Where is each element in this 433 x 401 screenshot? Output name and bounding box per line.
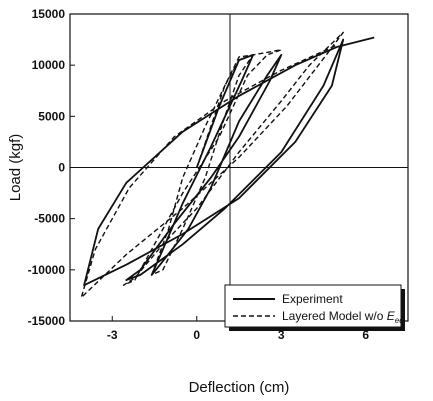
series-line-experiment bbox=[83, 36, 375, 287]
legend-label-experiment: Experiment bbox=[282, 292, 343, 306]
legend-label-model: Layered Model w/o Eeq bbox=[282, 309, 404, 325]
x-tick-label: -3 bbox=[107, 328, 118, 342]
x-tick-label: 6 bbox=[362, 328, 369, 342]
series-line-layered-model bbox=[80, 31, 344, 299]
series-layer bbox=[80, 31, 375, 299]
y-tick-label: -15000 bbox=[28, 314, 66, 328]
x-tick-label: 0 bbox=[193, 328, 200, 342]
y-tick-label: -10000 bbox=[28, 263, 66, 277]
y-tick-label: 0 bbox=[58, 161, 65, 175]
legend-box bbox=[224, 284, 402, 328]
legend: Experiment Layered Model w/o Eeq bbox=[224, 284, 405, 331]
x-axis-title: Deflection (cm) bbox=[189, 379, 290, 396]
y-tick-label: -5000 bbox=[34, 212, 65, 226]
y-axis-title: Load (kgf) bbox=[7, 134, 24, 202]
y-tick-label: 10000 bbox=[32, 58, 66, 72]
x-tick-label: 3 bbox=[278, 328, 285, 342]
y-tick-label: 15000 bbox=[32, 7, 66, 21]
y-tick-label: 5000 bbox=[38, 109, 65, 123]
y-axis: -15000 -10000 -5000 0 5000 10000 15000 bbox=[28, 7, 75, 328]
